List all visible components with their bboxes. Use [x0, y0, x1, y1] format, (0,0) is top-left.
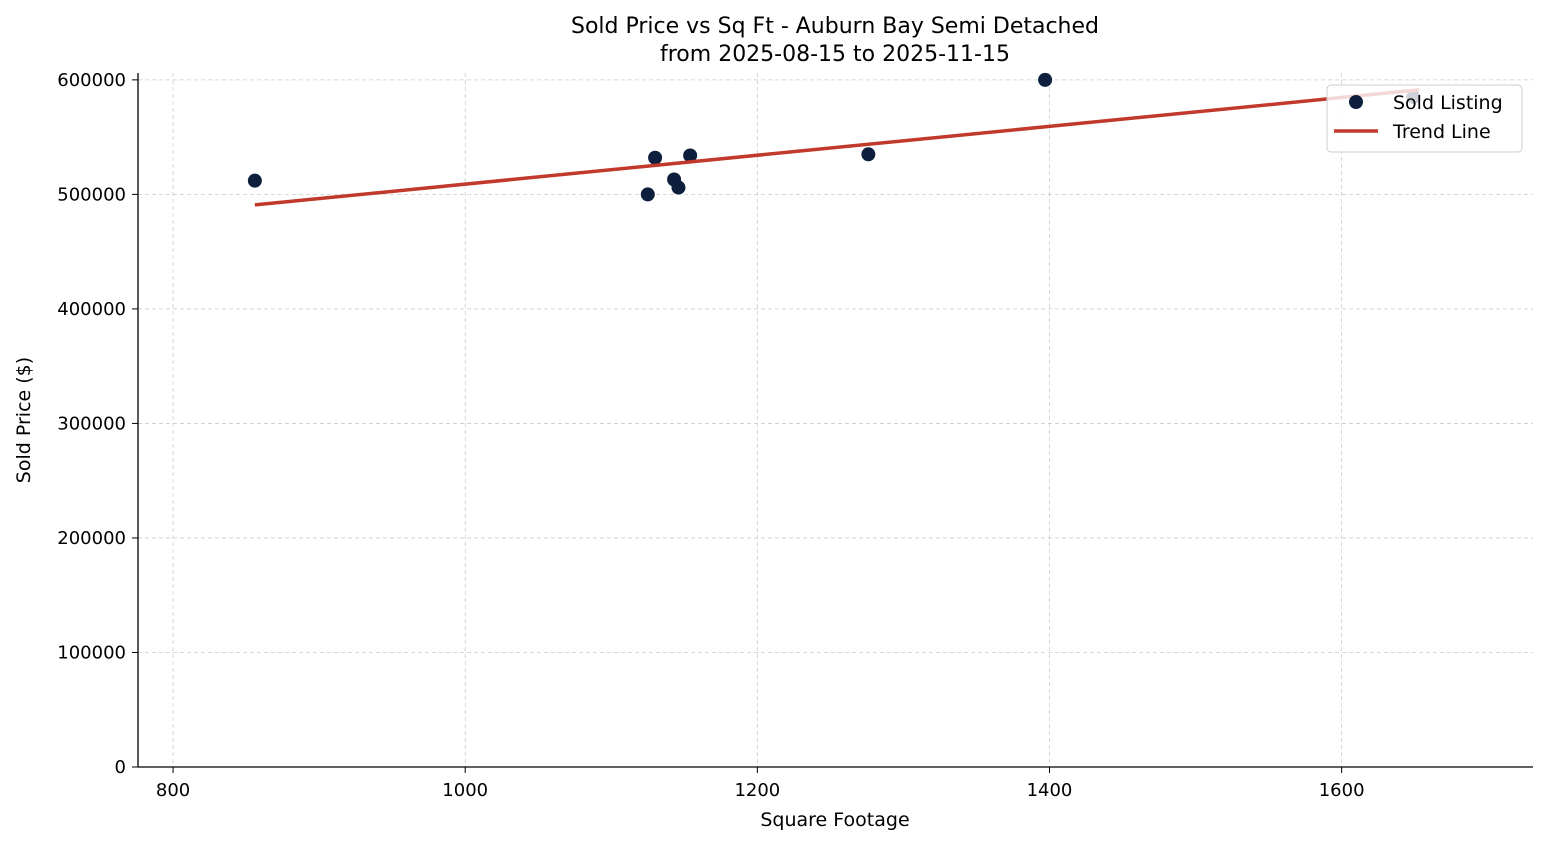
y-axis-label: Sold Price ($) — [13, 357, 35, 483]
x-tick-label: 1400 — [1027, 780, 1073, 801]
data-point — [1038, 72, 1053, 87]
legend-label-trend-line: Trend Line — [1392, 121, 1491, 143]
chart-subtitle: from 2025-08-15 to 2025-11-15 — [660, 42, 1010, 67]
x-tick-label: 1600 — [1319, 780, 1365, 801]
trend-line — [254, 88, 1420, 207]
data-point — [247, 173, 262, 188]
y-tick-label: 200000 — [57, 528, 126, 549]
x-tick-label: 800 — [156, 780, 190, 801]
y-tick-label: 100000 — [57, 642, 126, 663]
legend: Sold Listing Trend Line — [1326, 84, 1523, 153]
x-tick-label: 1200 — [734, 780, 780, 801]
data-point — [648, 150, 663, 165]
y-tick-label: 600000 — [57, 70, 126, 91]
y-tick-label: 300000 — [57, 413, 126, 434]
y-tick-label: 500000 — [57, 184, 126, 205]
data-point — [861, 147, 876, 162]
data-point — [671, 180, 686, 195]
x-tick-label: 1000 — [442, 780, 488, 801]
y-tick-label: 0 — [115, 757, 126, 778]
legend-marker-sold-listing — [1349, 95, 1363, 109]
data-point — [683, 148, 698, 163]
x-axis-label: Square Footage — [760, 809, 909, 831]
chart-title: Sold Price vs Sq Ft - Auburn Bay Semi De… — [571, 14, 1099, 39]
data-point — [640, 187, 655, 202]
legend-label-sold-listing: Sold Listing — [1393, 92, 1503, 114]
legend-box — [1326, 84, 1523, 153]
y-tick-label: 400000 — [57, 299, 126, 320]
